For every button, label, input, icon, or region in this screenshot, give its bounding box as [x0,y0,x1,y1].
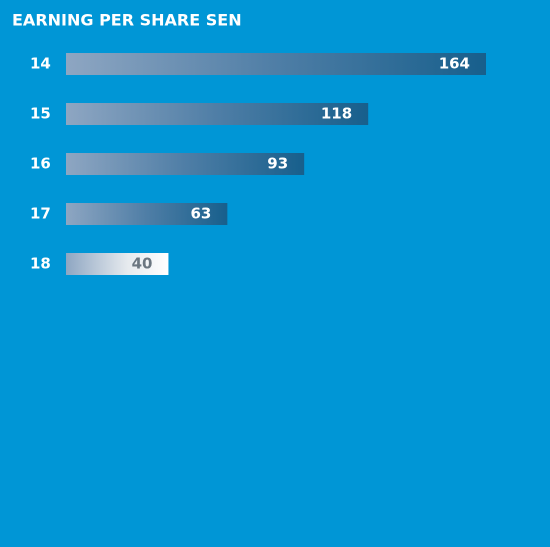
bar [66,103,369,125]
bar [66,153,305,175]
bar [66,203,228,225]
chart-title: EARNING PER SHARE SEN [12,11,242,30]
bar [66,53,486,75]
value-label: 93 [267,155,288,173]
category-label: 17 [30,205,51,223]
category-label: 18 [30,255,51,273]
value-label: 164 [439,55,470,73]
bar [66,253,169,275]
category-label: 16 [30,155,51,173]
category-label: 15 [30,105,51,123]
category-label: 14 [30,55,51,73]
value-label: 63 [190,205,211,223]
value-label: 40 [132,255,153,273]
value-label: 118 [321,105,352,123]
